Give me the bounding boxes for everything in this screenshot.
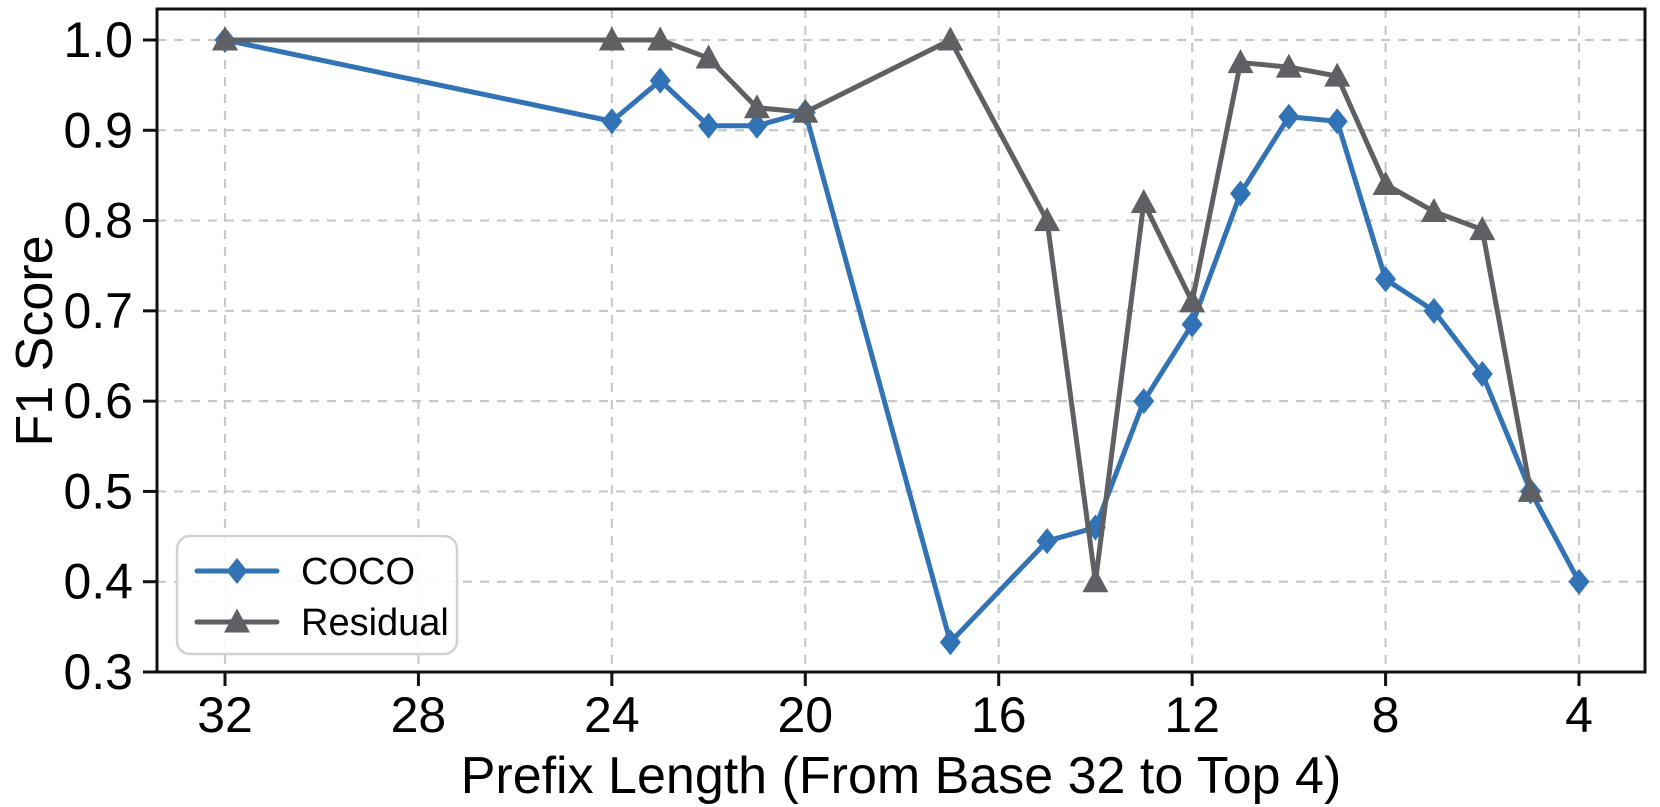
- y-tick-label: 0.7: [63, 283, 133, 339]
- coco-marker: [746, 112, 768, 139]
- legend-triangle-marker: [224, 608, 250, 633]
- coco-marker: [649, 67, 671, 94]
- residual-marker: [1372, 170, 1399, 195]
- coco-marker: [1133, 388, 1155, 415]
- legend-item-residual: Residual: [194, 602, 449, 644]
- legend-item-coco: COCO: [194, 551, 415, 593]
- residual-marker: [1517, 477, 1544, 502]
- x-tick-label: 32: [197, 687, 253, 743]
- residual-marker: [1420, 198, 1447, 223]
- x-tick-label: 20: [777, 687, 833, 743]
- coco-marker: [1375, 266, 1397, 293]
- x-tick-label: 8: [1372, 687, 1400, 743]
- y-tick-label: 1.0: [63, 12, 133, 68]
- x-axis-label: Prefix Length (From Base 32 to Top 4): [461, 747, 1342, 805]
- y-axis-label: F1 Score: [6, 236, 64, 447]
- y-tick-label: 0.3: [63, 644, 133, 700]
- residual-marker: [1275, 53, 1302, 78]
- residual-marker: [1179, 288, 1206, 313]
- legend: COCO Residual: [175, 534, 459, 656]
- residual-marker: [1469, 216, 1496, 241]
- coco-marker: [1326, 108, 1348, 135]
- plot-frame-layer: [155, 7, 1647, 674]
- residual-marker: [1082, 568, 1109, 593]
- tick-layer: 32 28 24 20 16 12 8 4 0.3 0.4 0.5 0.6 0.7 0.8 0.9 1.0: [63, 12, 1592, 743]
- coco-marker: [1423, 297, 1445, 324]
- y-tick-label: 0.5: [63, 463, 133, 519]
- legend-item-label: COCO: [301, 551, 415, 593]
- y-tick-label: 0.9: [63, 102, 133, 158]
- residual-marker: [598, 26, 625, 51]
- residual-marker: [212, 26, 238, 51]
- coco-marker: [601, 108, 623, 135]
- legend-item-label: Residual: [301, 602, 449, 644]
- residual-marker: [1130, 189, 1157, 214]
- series-layer: [212, 26, 1590, 656]
- residual-marker: [792, 98, 819, 123]
- plot-border: [155, 7, 1647, 674]
- x-tick-label: 4: [1565, 687, 1593, 743]
- x-tick-label: 16: [971, 687, 1027, 743]
- legend-diamond-marker: [226, 558, 248, 584]
- residual-marker: [1034, 207, 1061, 232]
- residual-marker: [1324, 62, 1351, 87]
- residual-series: [212, 26, 1544, 593]
- coco-marker: [939, 629, 961, 656]
- coco-marker: [1036, 528, 1058, 555]
- y-tick-label: 0.4: [63, 554, 133, 610]
- residual-marker: [937, 26, 964, 51]
- residual-marker: [647, 26, 674, 51]
- coco-marker: [1471, 361, 1493, 388]
- residual-marker: [695, 44, 722, 69]
- coco-marker: [1568, 568, 1590, 595]
- residual-marker: [1227, 49, 1254, 74]
- x-tick-label: 24: [584, 687, 640, 743]
- y-tick-label: 0.8: [63, 193, 133, 249]
- coco-marker: [1230, 180, 1251, 207]
- y-tick-label: 0.6: [63, 373, 133, 429]
- coco-marker: [698, 112, 720, 139]
- residual-marker: [743, 94, 770, 119]
- coco-marker: [1278, 103, 1300, 130]
- x-tick-label: 12: [1164, 687, 1220, 743]
- x-tick-label: 28: [391, 687, 447, 743]
- coco-marker: [1181, 311, 1203, 338]
